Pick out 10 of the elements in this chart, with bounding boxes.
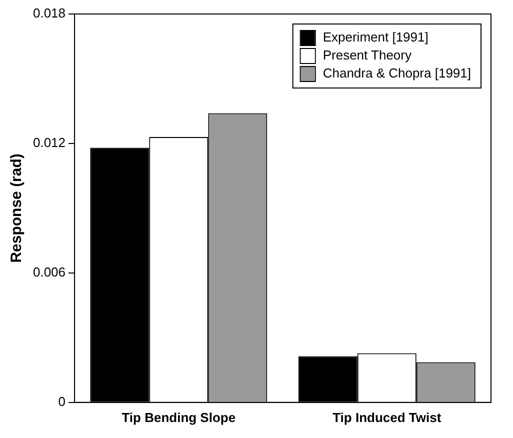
x-tick-label: Tip Induced Twist: [332, 410, 442, 425]
y-tick-label: 0.018: [32, 6, 66, 21]
y-tick-label: 0: [58, 394, 66, 409]
x-tick-label: Tip Bending Slope: [122, 410, 236, 425]
y-axis-title: Response (rad): [8, 154, 26, 263]
y-tick-label: 0.012: [32, 135, 66, 150]
legend-label: Present Theory: [322, 48, 412, 63]
legend-label: Experiment [1991]: [322, 30, 428, 45]
y-tick-label: 0.006: [32, 264, 66, 280]
legend-label: Chandra & Chopra [1991]: [322, 66, 471, 81]
